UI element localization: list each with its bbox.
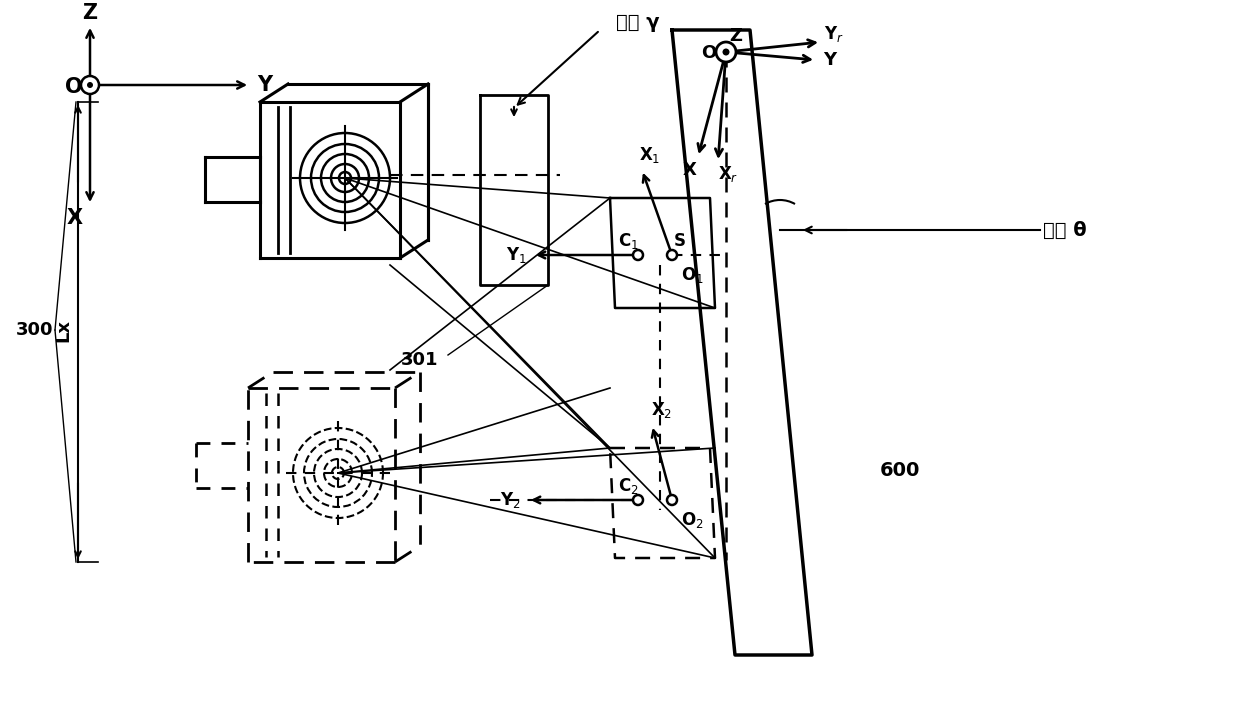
Text: 偏角 θ: 偏角 θ <box>1043 221 1086 240</box>
Circle shape <box>632 495 644 505</box>
Text: Y$_1$: Y$_1$ <box>506 245 526 265</box>
Text: 300: 300 <box>16 321 53 339</box>
Circle shape <box>632 250 644 260</box>
Text: X: X <box>67 208 83 228</box>
Text: X$_r$: X$_r$ <box>718 164 738 184</box>
Circle shape <box>723 49 729 56</box>
Circle shape <box>715 42 737 62</box>
Text: C$_1$: C$_1$ <box>618 231 639 251</box>
Circle shape <box>667 250 677 260</box>
Text: Y$_r$: Y$_r$ <box>825 24 844 44</box>
Text: O$_1$: O$_1$ <box>681 265 703 285</box>
Text: X$_2$: X$_2$ <box>651 400 672 420</box>
Text: 301: 301 <box>402 351 439 369</box>
Circle shape <box>667 495 677 505</box>
Text: X: X <box>683 161 697 179</box>
Text: O$_2$: O$_2$ <box>681 510 703 530</box>
Text: O: O <box>66 77 83 97</box>
Text: 600: 600 <box>880 460 920 479</box>
Text: Z: Z <box>82 3 98 23</box>
Text: Lx: Lx <box>55 318 72 341</box>
Text: Y: Y <box>258 75 273 95</box>
Text: O: O <box>702 44 717 62</box>
Text: X$_1$: X$_1$ <box>640 145 661 165</box>
Text: Y$_2$: Y$_2$ <box>500 490 521 510</box>
Circle shape <box>81 76 99 94</box>
Text: Y: Y <box>823 51 837 69</box>
Text: 偏角 γ: 偏角 γ <box>616 13 660 32</box>
Text: S: S <box>675 232 686 250</box>
Circle shape <box>87 82 93 88</box>
Text: Z: Z <box>729 27 743 45</box>
Text: C$_2$: C$_2$ <box>618 476 639 496</box>
